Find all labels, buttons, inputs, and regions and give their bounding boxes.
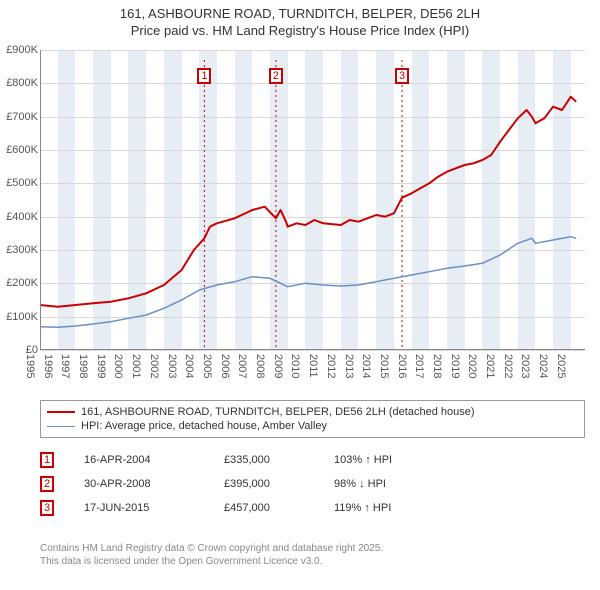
x-axis-label: 2024 bbox=[537, 354, 549, 378]
event-date: 17-JUN-2015 bbox=[84, 502, 224, 514]
x-axis-label: 2011 bbox=[307, 354, 319, 378]
chart-plot-area: £0£100K£200K£300K£400K£500K£600K£700K£80… bbox=[40, 50, 585, 350]
legend-swatch bbox=[47, 426, 75, 427]
y-axis-label: £900K bbox=[6, 44, 40, 56]
x-axis-label: 2014 bbox=[360, 354, 372, 378]
x-axis-label: 2008 bbox=[254, 354, 266, 378]
chart-legend: 161, ASHBOURNE ROAD, TURNDITCH, BELPER, … bbox=[40, 400, 585, 438]
x-axis-label: 2016 bbox=[396, 354, 408, 378]
event-row: 2 30-APR-2008£395,00098% ↓ HPI bbox=[40, 472, 454, 496]
x-axis-label: 2003 bbox=[166, 354, 178, 378]
legend-item: HPI: Average price, detached house, Ambe… bbox=[47, 419, 578, 433]
event-hpi: 98% ↓ HPI bbox=[334, 478, 454, 490]
y-axis-label: £100K bbox=[6, 311, 40, 323]
event-hpi: 119% ↑ HPI bbox=[334, 502, 454, 514]
x-axis-label: 2013 bbox=[343, 354, 355, 378]
x-axis-label: 2004 bbox=[183, 354, 195, 378]
x-axis-label: 2019 bbox=[449, 354, 461, 378]
y-axis-label: £400K bbox=[6, 211, 40, 223]
event-price: £457,000 bbox=[224, 502, 334, 514]
y-axis-label: £800K bbox=[6, 77, 40, 89]
footer-line-2: This data is licensed under the Open Gov… bbox=[40, 555, 383, 568]
y-axis-label: £700K bbox=[6, 111, 40, 123]
chart-marker: 2 bbox=[269, 68, 283, 84]
y-axis-label: £200K bbox=[6, 277, 40, 289]
event-price: £395,000 bbox=[224, 478, 334, 490]
x-axis-label: 1999 bbox=[95, 354, 107, 378]
x-axis-label: 2023 bbox=[519, 354, 531, 378]
event-row: 1 16-APR-2004£335,000103% ↑ HPI bbox=[40, 448, 454, 472]
x-axis-label: 1997 bbox=[59, 354, 71, 378]
x-axis-label: 2021 bbox=[484, 354, 496, 378]
footer-line-1: Contains HM Land Registry data © Crown c… bbox=[40, 542, 383, 555]
event-date: 30-APR-2008 bbox=[84, 478, 224, 490]
legend-label: 161, ASHBOURNE ROAD, TURNDITCH, BELPER, … bbox=[81, 406, 475, 418]
title-line-1: 161, ASHBOURNE ROAD, TURNDITCH, BELPER, … bbox=[10, 6, 590, 23]
x-axis-label: 1996 bbox=[42, 354, 54, 378]
legend-item: 161, ASHBOURNE ROAD, TURNDITCH, BELPER, … bbox=[47, 405, 578, 419]
x-axis-label: 2025 bbox=[555, 354, 567, 378]
x-axis-label: 2010 bbox=[289, 354, 301, 378]
chart-marker: 3 bbox=[395, 68, 409, 84]
x-axis-label: 1998 bbox=[77, 354, 89, 378]
chart-marker: 1 bbox=[197, 68, 211, 84]
x-axis-label: 2020 bbox=[466, 354, 478, 378]
event-marker: 3 bbox=[40, 500, 54, 516]
event-marker: 2 bbox=[40, 476, 54, 492]
event-row: 3 17-JUN-2015£457,000119% ↑ HPI bbox=[40, 496, 454, 520]
legend-swatch bbox=[47, 411, 75, 413]
x-axis-label: 2005 bbox=[201, 354, 213, 378]
x-axis-label: 2002 bbox=[148, 354, 160, 378]
y-axis-label: £500K bbox=[6, 177, 40, 189]
event-marker: 1 bbox=[40, 452, 54, 468]
event-hpi: 103% ↑ HPI bbox=[334, 454, 454, 466]
x-axis-label: 2015 bbox=[378, 354, 390, 378]
x-axis-label: 1995 bbox=[24, 354, 36, 378]
chart-title: 161, ASHBOURNE ROAD, TURNDITCH, BELPER, … bbox=[0, 0, 600, 42]
x-axis-label: 2018 bbox=[431, 354, 443, 378]
footer-attribution: Contains HM Land Registry data © Crown c… bbox=[40, 542, 383, 568]
x-axis-label: 2022 bbox=[502, 354, 514, 378]
y-axis-label: £600K bbox=[6, 144, 40, 156]
event-price: £335,000 bbox=[224, 454, 334, 466]
y-axis-label: £300K bbox=[6, 244, 40, 256]
x-axis-label: 2000 bbox=[112, 354, 124, 378]
x-axis-label: 2001 bbox=[130, 354, 142, 378]
x-axis-label: 2012 bbox=[325, 354, 337, 378]
legend-label: HPI: Average price, detached house, Ambe… bbox=[81, 420, 327, 432]
x-axis-label: 2009 bbox=[272, 354, 284, 378]
price-events-table: 1 16-APR-2004£335,000103% ↑ HPI 2 30-APR-20… bbox=[40, 448, 454, 520]
x-axis-label: 2006 bbox=[219, 354, 231, 378]
x-axis-label: 2007 bbox=[236, 354, 248, 378]
title-line-2: Price paid vs. HM Land Registry's House … bbox=[10, 23, 590, 40]
x-axis-label: 2017 bbox=[413, 354, 425, 378]
event-date: 16-APR-2004 bbox=[84, 454, 224, 466]
